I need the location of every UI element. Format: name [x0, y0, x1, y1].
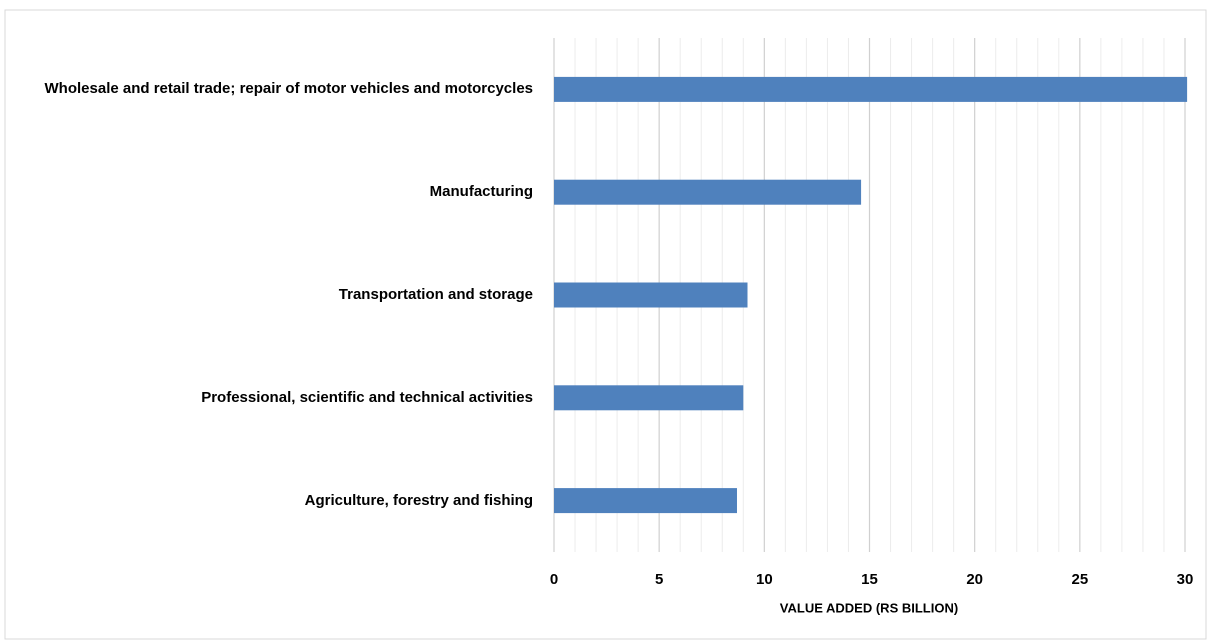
bar	[554, 179, 862, 205]
x-tick-label: 15	[861, 571, 878, 588]
x-tick-label: 0	[550, 571, 558, 588]
chart-border	[4, 9, 1207, 640]
x-tick-label: 5	[655, 571, 663, 588]
x-axis-title: VALUE ADDED (RS BILLION)	[780, 600, 958, 615]
category-label: Professional, scientific and technical a…	[201, 388, 533, 406]
category-label: Transportation and storage	[338, 286, 533, 303]
bar	[554, 385, 744, 411]
bar	[554, 76, 1188, 102]
bar	[554, 488, 737, 514]
x-tick-label: 10	[756, 571, 773, 588]
x-tick-label: 30	[1177, 571, 1194, 588]
category-label: Manufacturing	[429, 183, 533, 201]
x-tick-label: 25	[1071, 571, 1088, 588]
category-label: Agriculture, forestry and fishing	[304, 491, 533, 509]
x-tick-label: 20	[966, 571, 983, 588]
category-label: Wholesale and retail trade; repair of mo…	[44, 80, 533, 98]
bar	[554, 282, 748, 308]
